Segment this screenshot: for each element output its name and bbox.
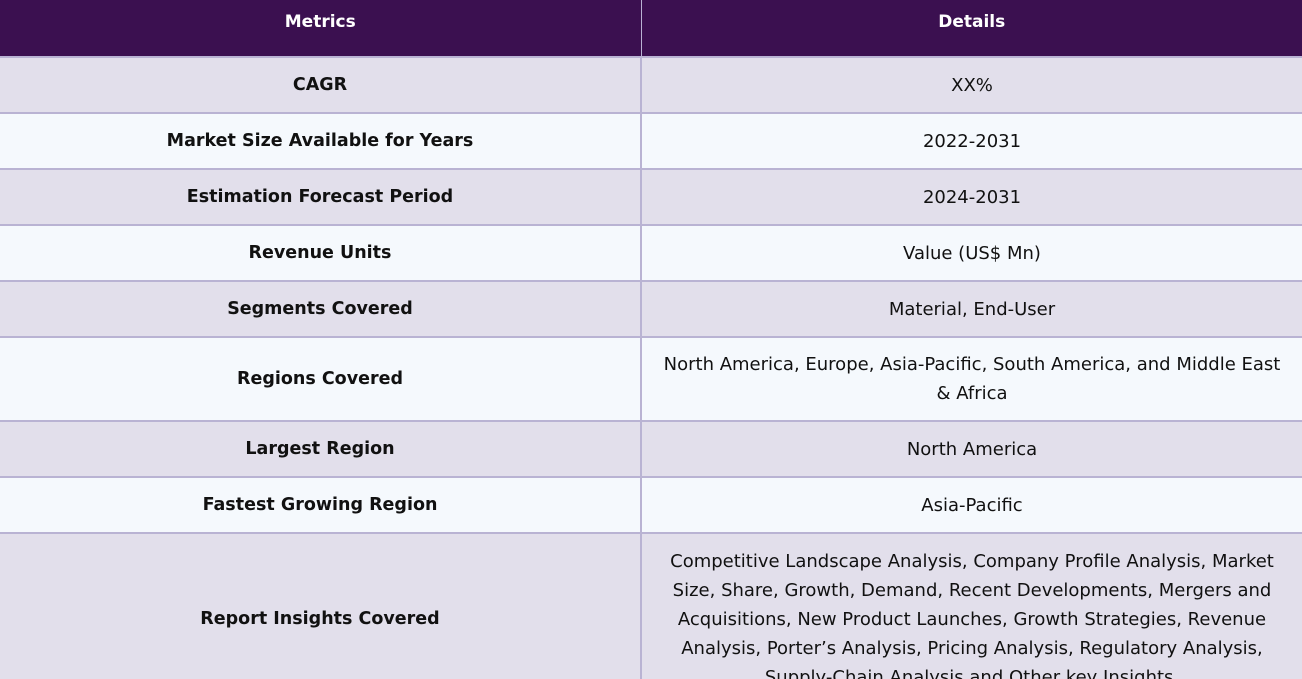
details-column-header: Details [641,0,1302,58]
table-row: Fastest Growing Region Asia-Pacific [0,477,1302,534]
detail-cell: North America, Europe, Asia-Pacific, Sou… [641,337,1302,422]
table-row: Segments Covered Material, End-User [0,281,1302,338]
table-row: Market Size Available for Years 2022-203… [0,113,1302,170]
metric-cell: Market Size Available for Years [0,113,642,170]
metric-cell: Segments Covered [0,281,642,338]
detail-cell: North America [641,421,1302,478]
detail-cell: Asia-Pacific [641,477,1302,534]
header-row: Metrics Details [0,0,1302,58]
table-row: Estimation Forecast Period 2024-2031 [0,169,1302,226]
metric-cell: Fastest Growing Region [0,477,642,534]
table-row: Largest Region North America [0,421,1302,478]
metric-cell: Revenue Units [0,225,642,282]
metrics-column-header: Metrics [0,0,642,58]
detail-cell: 2022-2031 [641,113,1302,170]
detail-cell: Value (US$ Mn) [641,225,1302,282]
detail-cell: Competitive Landscape Analysis, Company … [641,533,1302,679]
table-row: Revenue Units Value (US$ Mn) [0,225,1302,282]
metric-cell: Regions Covered [0,337,642,422]
table-row: CAGR XX% [0,57,1302,114]
table-row: Regions Covered North America, Europe, A… [0,337,1302,422]
detail-cell: Material, End-User [641,281,1302,338]
metric-cell: Report Insights Covered [0,533,642,679]
metric-cell: Estimation Forecast Period [0,169,642,226]
detail-cell: 2024-2031 [641,169,1302,226]
metric-cell: CAGR [0,57,642,114]
table-body: CAGR XX% Market Size Available for Years… [0,57,1302,679]
table-row: Report Insights Covered Competitive Land… [0,533,1302,679]
detail-cell: XX% [641,57,1302,114]
table-header: Metrics Details [0,0,1302,58]
metric-cell: Largest Region [0,421,642,478]
